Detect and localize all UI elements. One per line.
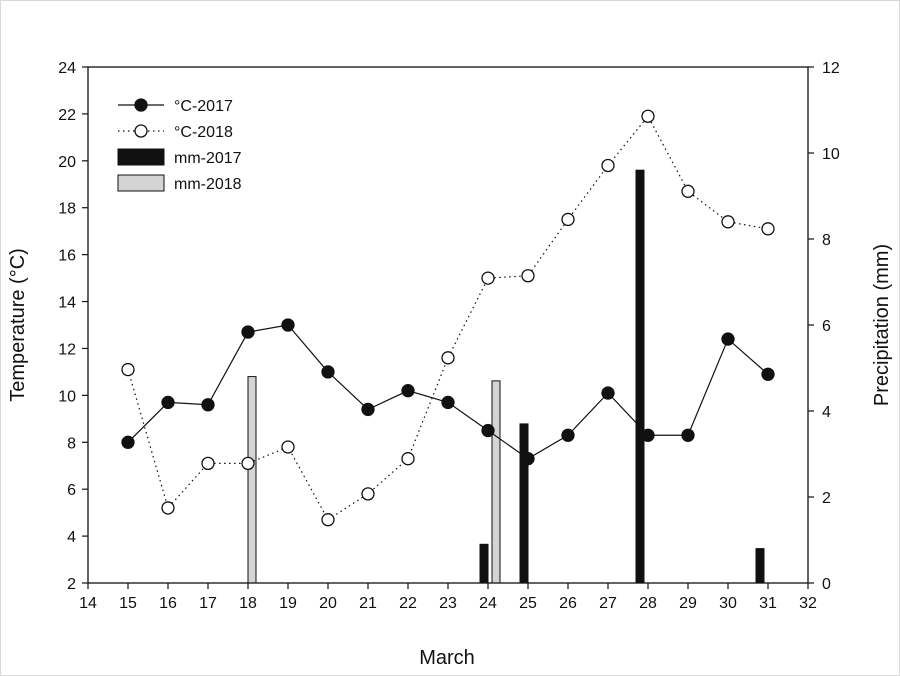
bar-mm-2017 — [635, 169, 645, 584]
left-y-tick-label: 2 — [67, 576, 76, 593]
x-tick-label: 24 — [479, 595, 497, 612]
legend-marker — [134, 98, 148, 112]
legend-label: mm-2018 — [174, 176, 242, 193]
x-tick-label: 28 — [639, 595, 657, 612]
x-axis-ticks: 14 15 16 17 18 19 20 21 22 23 24 25 26 27 28 29 30 31 32 — [79, 583, 817, 612]
temperature-points — [121, 109, 775, 527]
x-tick-label: 21 — [359, 595, 377, 612]
x-tick-label: 15 — [119, 595, 137, 612]
left-y-tick-label: 20 — [58, 154, 76, 171]
bar-mm-2018 — [491, 380, 501, 584]
point-c-2017 — [161, 395, 175, 410]
x-tick-label: 30 — [719, 595, 737, 612]
right-y-tick-label: 10 — [822, 146, 840, 163]
plot-area — [87, 66, 809, 584]
legend-label: mm-2017 — [174, 150, 242, 167]
point-c-2018 — [121, 362, 135, 377]
series-line-c-2017 — [127, 324, 769, 460]
bar-mm-2017 — [479, 543, 489, 584]
point-c-2017 — [281, 318, 295, 332]
x-tick-label: 19 — [279, 595, 297, 612]
right-y-tick-label: 0 — [822, 576, 831, 593]
point-c-2018 — [561, 212, 575, 227]
x-tick-label: 26 — [559, 595, 577, 612]
point-c-2017 — [401, 384, 415, 398]
point-c-2018 — [681, 184, 695, 198]
x-tick-label: 25 — [519, 595, 537, 612]
point-c-2018 — [161, 501, 175, 515]
point-c-2017 — [321, 365, 335, 379]
point-c-2018 — [401, 452, 415, 466]
legend: °C-2017 °C-2018 mm-2017 mm-2018 — [117, 98, 242, 193]
left-y-tick-label: 22 — [58, 107, 76, 124]
right-y-tick-label: 12 — [822, 60, 840, 77]
point-c-2018 — [761, 222, 775, 236]
x-tick-label: 20 — [319, 595, 337, 612]
point-c-2017 — [761, 367, 775, 381]
left-y-tick-label: 16 — [58, 248, 76, 265]
point-c-2017 — [721, 332, 735, 346]
point-c-2018 — [601, 158, 615, 173]
point-c-2018 — [641, 109, 655, 123]
point-c-2018 — [441, 351, 455, 365]
point-c-2018 — [721, 215, 735, 229]
x-axis-label: March — [419, 647, 475, 669]
point-c-2018 — [321, 513, 335, 527]
left-y-tick-label: 18 — [58, 201, 76, 218]
right-y-tick-label: 8 — [822, 232, 831, 249]
point-c-2017 — [681, 428, 695, 442]
legend-bar-swatch — [117, 174, 165, 192]
series-line-c-2018 — [127, 115, 769, 521]
bar-mm-2017 — [519, 423, 529, 584]
point-c-2017 — [601, 386, 615, 400]
x-tick-label: 23 — [439, 595, 457, 612]
left-y-axis-label: Temperature (°C) — [7, 248, 29, 402]
right-y-axis-ticks: 0 2 4 6 8 10 12 — [808, 60, 840, 593]
left-y-tick-label: 24 — [58, 60, 76, 77]
point-c-2018 — [281, 440, 295, 454]
left-y-tick-label: 6 — [67, 482, 76, 499]
point-c-2017 — [441, 395, 455, 410]
x-tick-label: 16 — [159, 595, 177, 612]
point-c-2017 — [361, 402, 375, 417]
legend-bar-swatch — [117, 148, 165, 166]
right-y-tick-label: 2 — [822, 490, 831, 507]
point-c-2017 — [121, 435, 135, 449]
bar-mm-2018 — [247, 376, 257, 584]
left-y-tick-label: 12 — [58, 341, 76, 358]
point-c-2017 — [201, 398, 215, 412]
x-tick-label: 27 — [599, 595, 617, 612]
point-c-2017 — [481, 423, 495, 438]
left-y-tick-label: 10 — [58, 388, 76, 405]
x-tick-label: 29 — [679, 595, 697, 612]
point-c-2018 — [241, 456, 255, 471]
right-y-axis-label: Precipitation (mm) — [871, 244, 893, 406]
x-tick-label: 31 — [759, 595, 777, 612]
point-c-2017 — [521, 452, 535, 466]
left-y-tick-label: 4 — [67, 529, 76, 546]
x-tick-label: 32 — [799, 595, 817, 612]
left-y-tick-label: 8 — [67, 435, 76, 452]
bar-mm-2017 — [755, 548, 765, 584]
legend-label: °C-2017 — [174, 98, 233, 115]
point-c-2017 — [561, 428, 575, 442]
left-y-tick-label: 14 — [58, 295, 76, 312]
point-c-2018 — [361, 487, 375, 501]
x-tick-label: 22 — [399, 595, 417, 612]
point-c-2017 — [641, 428, 655, 442]
point-c-2018 — [481, 271, 495, 285]
legend-label: °C-2018 — [174, 124, 233, 141]
right-y-tick-label: 6 — [822, 318, 831, 335]
x-tick-label: 14 — [79, 595, 97, 612]
x-tick-label: 18 — [239, 595, 257, 612]
legend-marker — [134, 124, 148, 138]
point-c-2017 — [241, 325, 255, 339]
right-y-tick-label: 4 — [822, 404, 831, 421]
point-c-2018 — [201, 456, 215, 471]
point-c-2018 — [521, 269, 535, 283]
x-tick-label: 17 — [199, 595, 217, 612]
